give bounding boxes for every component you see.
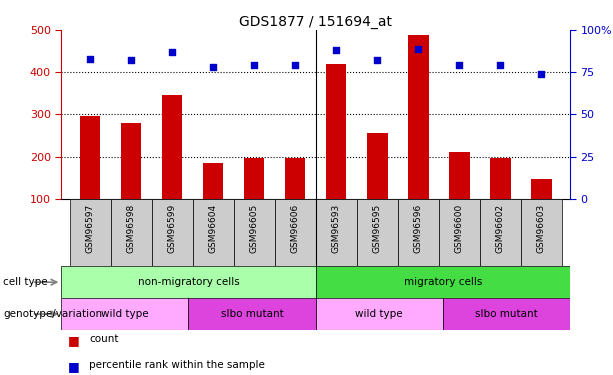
Bar: [357, 199, 398, 266]
Bar: [234, 199, 275, 266]
Point: [413, 46, 423, 52]
Text: GSM96599: GSM96599: [167, 204, 177, 254]
Point: [208, 64, 218, 70]
Text: non-migratory cells: non-migratory cells: [138, 277, 239, 287]
Point: [167, 49, 177, 55]
Bar: [275, 199, 316, 266]
Text: GSM96600: GSM96600: [455, 204, 464, 254]
Text: genotype/variation: genotype/variation: [3, 309, 102, 319]
Bar: [61, 298, 189, 330]
Text: GSM96604: GSM96604: [208, 204, 218, 253]
Point: [536, 71, 546, 77]
Text: slbo mutant: slbo mutant: [221, 309, 283, 319]
Text: GSM96605: GSM96605: [249, 204, 259, 254]
Bar: [521, 199, 562, 266]
Bar: [80, 117, 101, 199]
Text: GSM96595: GSM96595: [373, 204, 382, 254]
Text: count: count: [89, 334, 118, 344]
Point: [85, 56, 95, 62]
Text: slbo mutant: slbo mutant: [475, 309, 538, 319]
Bar: [61, 266, 316, 298]
Text: migratory cells: migratory cells: [404, 277, 482, 287]
Title: GDS1877 / 151694_at: GDS1877 / 151694_at: [239, 15, 392, 29]
Text: percentile rank within the sample: percentile rank within the sample: [89, 360, 265, 370]
Point: [372, 57, 382, 63]
Bar: [316, 199, 357, 266]
Bar: [189, 298, 316, 330]
Bar: [439, 199, 480, 266]
Bar: [398, 199, 439, 266]
Text: GSM96596: GSM96596: [414, 204, 423, 254]
Bar: [285, 158, 305, 199]
Bar: [151, 199, 192, 266]
Point: [249, 62, 259, 68]
Text: wild type: wild type: [356, 309, 403, 319]
Bar: [316, 298, 443, 330]
Bar: [367, 134, 387, 199]
Text: wild type: wild type: [101, 309, 149, 319]
Bar: [480, 199, 521, 266]
Bar: [192, 199, 234, 266]
Bar: [443, 298, 570, 330]
Bar: [490, 158, 511, 199]
Bar: [531, 179, 552, 199]
Text: GSM96598: GSM96598: [126, 204, 135, 254]
Bar: [162, 94, 182, 199]
Text: GSM96593: GSM96593: [332, 204, 341, 254]
Bar: [326, 64, 346, 199]
Text: GSM96602: GSM96602: [496, 204, 505, 253]
Text: ■: ■: [67, 360, 79, 373]
Point: [126, 57, 136, 63]
Text: ■: ■: [67, 334, 79, 347]
Bar: [244, 158, 264, 199]
Point: [454, 62, 464, 68]
Bar: [69, 199, 110, 266]
Text: cell type: cell type: [3, 277, 48, 287]
Point: [291, 62, 300, 68]
Point: [495, 62, 505, 68]
Bar: [316, 266, 570, 298]
Bar: [203, 163, 223, 199]
Bar: [449, 152, 470, 199]
Point: [331, 47, 341, 53]
Bar: [121, 123, 142, 199]
Bar: [408, 35, 428, 199]
Text: GSM96597: GSM96597: [86, 204, 94, 254]
Bar: [110, 199, 151, 266]
Text: GSM96606: GSM96606: [291, 204, 300, 254]
Text: GSM96603: GSM96603: [537, 204, 546, 254]
